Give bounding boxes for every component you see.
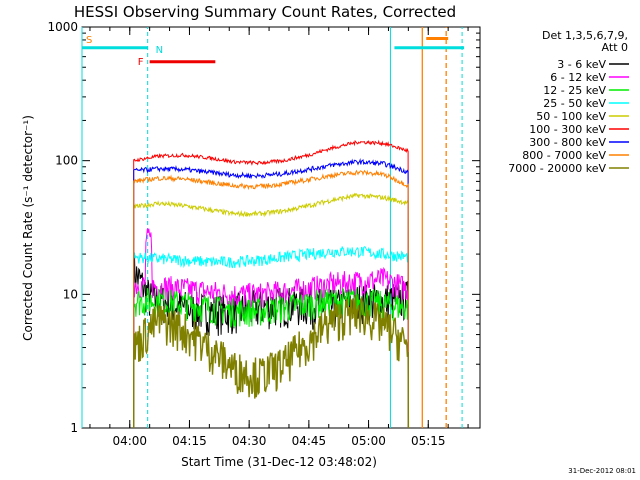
y-tick-label: 100 xyxy=(55,154,78,168)
chart-title: HESSI Observing Summary Count Rates, Cor… xyxy=(74,3,456,21)
x-tick-label: 05:15 xyxy=(411,434,446,448)
x-tick-label: 05:00 xyxy=(351,434,386,448)
x-tick-label: 04:15 xyxy=(172,434,207,448)
series-line-800-7000keV xyxy=(133,169,409,429)
legend-label: 100 - 300 keV xyxy=(529,123,606,136)
x-tick-label: 04:45 xyxy=(292,434,327,448)
legend-label: 25 - 50 keV xyxy=(543,97,606,110)
legend-title-line-2: Att 0 xyxy=(602,41,628,54)
series-line-7000-20000keV xyxy=(133,294,410,429)
legend-title-line-1: Det 1,3,5,6,7,9, xyxy=(542,29,628,42)
plot-frame xyxy=(81,26,481,429)
y-tick-label: 1000 xyxy=(47,20,78,34)
series-line-50-100keV xyxy=(133,192,409,429)
y-tick-label: 1 xyxy=(70,421,78,435)
series-line-300-800keV xyxy=(133,158,409,429)
series-line-100-300keV xyxy=(133,139,409,429)
legend-label: 800 - 7000 keV xyxy=(522,149,606,162)
x-tick-label: 04:00 xyxy=(112,434,147,448)
y-axis-label: Corrected Count Rate (s⁻¹ detector⁻¹) xyxy=(21,115,35,341)
legend-label: 3 - 6 keV xyxy=(557,58,606,71)
plot-area: 1 10 100 1000 04:00 04:15 04:30 04:45 05:00 05:15… xyxy=(47,20,629,448)
night-flag-label: N xyxy=(156,45,163,56)
legend-label: 7000 - 20000 keV xyxy=(508,162,606,175)
series-line-25-50keV xyxy=(133,246,409,429)
legend-label: 12 - 25 keV xyxy=(543,84,606,97)
footer-date: 31-Dec-2012 08:01 xyxy=(568,467,636,475)
series-line-6-12keV xyxy=(133,228,409,429)
x-tick-label: 04:30 xyxy=(232,434,267,448)
saa-flag-label: S xyxy=(86,35,92,46)
x-axis-label: Start Time (31-Dec-12 03:48:02) xyxy=(181,455,377,469)
legend-label: 50 - 100 keV xyxy=(536,110,606,123)
flare-flag-label: F xyxy=(138,57,144,68)
legend-label: 300 - 800 keV xyxy=(529,136,606,149)
legend-label: 6 - 12 keV xyxy=(550,71,606,84)
y-tick-label: 10 xyxy=(63,287,78,301)
